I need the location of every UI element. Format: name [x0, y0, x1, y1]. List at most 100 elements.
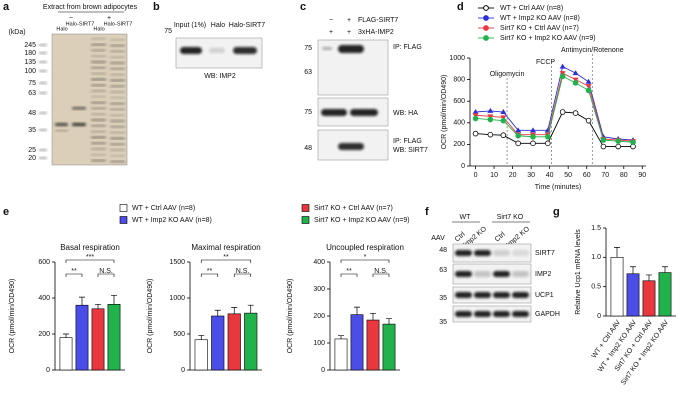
gel-band	[110, 91, 125, 93]
y-tick-label: 200	[38, 331, 50, 338]
y-tick-label: 0	[461, 163, 465, 170]
error-bar	[630, 266, 636, 274]
x-tick-label: 60	[583, 172, 591, 179]
gel-band	[110, 155, 125, 157]
data-point	[515, 140, 521, 147]
ladder-band	[39, 149, 47, 151]
gel-band	[91, 113, 106, 115]
blot-band	[474, 292, 491, 298]
panel-label: b	[153, 1, 160, 13]
y-axis-label: OCR (pmol/min/OD490)	[147, 279, 154, 354]
error-bar	[79, 296, 85, 306]
gel-band	[110, 126, 125, 128]
y-tick-label: 400	[38, 295, 50, 302]
data-point	[487, 107, 494, 113]
data-point	[487, 116, 494, 123]
gel-band	[91, 61, 106, 63]
blot-band	[493, 250, 510, 256]
blot-label: IP: FLAG	[393, 44, 422, 51]
gel-band	[91, 148, 106, 150]
gel-band	[55, 123, 68, 126]
data-point	[585, 78, 592, 84]
blot-band	[512, 292, 529, 298]
blot-frame	[452, 286, 532, 304]
injection-label: Oligomycin	[490, 71, 525, 78]
marker-label: 25	[28, 147, 36, 154]
group-label: Sirt7 KO	[497, 214, 524, 221]
significance-bracket	[340, 259, 390, 263]
marker-label: 63	[28, 90, 36, 97]
legend-label: Sirt7 KO + Ctrl AAV (n=7)	[314, 205, 393, 212]
marker-label: 48	[304, 145, 312, 152]
x-tick-label: 50	[564, 172, 572, 179]
blot-band	[512, 250, 529, 256]
gel-band	[91, 159, 106, 162]
ladder-band	[39, 52, 47, 54]
marker-label: 48	[439, 247, 447, 254]
gel-band	[91, 55, 106, 57]
bar	[91, 308, 105, 371]
chart-title: Maximal respiration	[191, 243, 260, 252]
blot-label: SIRT7	[535, 250, 555, 257]
y-axis-label: OCR (pmol/min/OD490)	[9, 279, 16, 354]
y-tick-label: 400	[313, 259, 325, 266]
gel-band	[72, 107, 86, 110]
gel-band	[110, 44, 125, 47]
blot-band	[338, 143, 364, 150]
data-point	[559, 73, 566, 80]
unit: (kDa)	[8, 29, 25, 36]
bar	[194, 339, 208, 371]
panel-label: e	[3, 206, 9, 218]
lane-label: Halo-SIRT7	[66, 21, 95, 27]
error-bar	[386, 318, 392, 325]
error-bar	[214, 309, 221, 316]
y-tick-label: 300	[313, 286, 325, 293]
data-point	[630, 139, 636, 146]
data-point	[515, 132, 521, 139]
data-point	[572, 80, 579, 86]
data-point	[585, 117, 592, 124]
y-tick-label: 1000	[449, 55, 465, 62]
lane-label: Halo	[93, 26, 104, 32]
blot-frame	[452, 305, 532, 323]
data-point	[559, 109, 566, 115]
gel-band	[110, 68, 125, 70]
ladder-band	[39, 92, 47, 94]
legend-label: WT + Imp2 KO AAV (n=8)	[500, 15, 580, 22]
error-bar	[111, 294, 117, 305]
data-point	[572, 110, 579, 116]
legend-label: Sirt7 KO + Ctrl AAV (n=7)	[500, 25, 579, 32]
error-bar	[354, 306, 360, 315]
significance-bracket	[65, 273, 83, 277]
legend-label: WT + Ctrl AAV (n=8)	[132, 205, 195, 212]
gel-band	[110, 114, 125, 116]
y-tick-label: 0	[181, 367, 185, 374]
lane-label: Input (1%)	[174, 22, 206, 29]
marker-label: 35	[439, 319, 447, 326]
blot-label: UCP1	[535, 292, 554, 299]
data-point	[515, 127, 522, 133]
y-tick-label: 0	[321, 367, 325, 374]
significance-bracket	[340, 273, 358, 277]
blot-label: WB: HA	[393, 110, 418, 117]
significance-bracket	[233, 273, 252, 277]
significance-label: N.S.	[374, 268, 388, 275]
gel-band	[110, 160, 125, 163]
gel-band	[91, 84, 106, 86]
data-point	[530, 140, 536, 147]
gel-band	[91, 130, 106, 133]
bar	[366, 319, 380, 371]
blot-band	[493, 292, 510, 298]
y-tick-label: 1000	[169, 295, 185, 302]
gel-band	[91, 101, 106, 104]
y-tick-label: 1.5	[591, 225, 601, 232]
bar	[227, 313, 241, 371]
data-point	[600, 143, 607, 150]
y-tick-label: 600	[453, 98, 465, 105]
marker-label: 100	[24, 68, 36, 75]
sign: +	[347, 17, 351, 24]
y-tick-label: 1.0	[591, 254, 601, 261]
significance-label: *	[364, 254, 367, 261]
blot-frame	[452, 243, 532, 263]
